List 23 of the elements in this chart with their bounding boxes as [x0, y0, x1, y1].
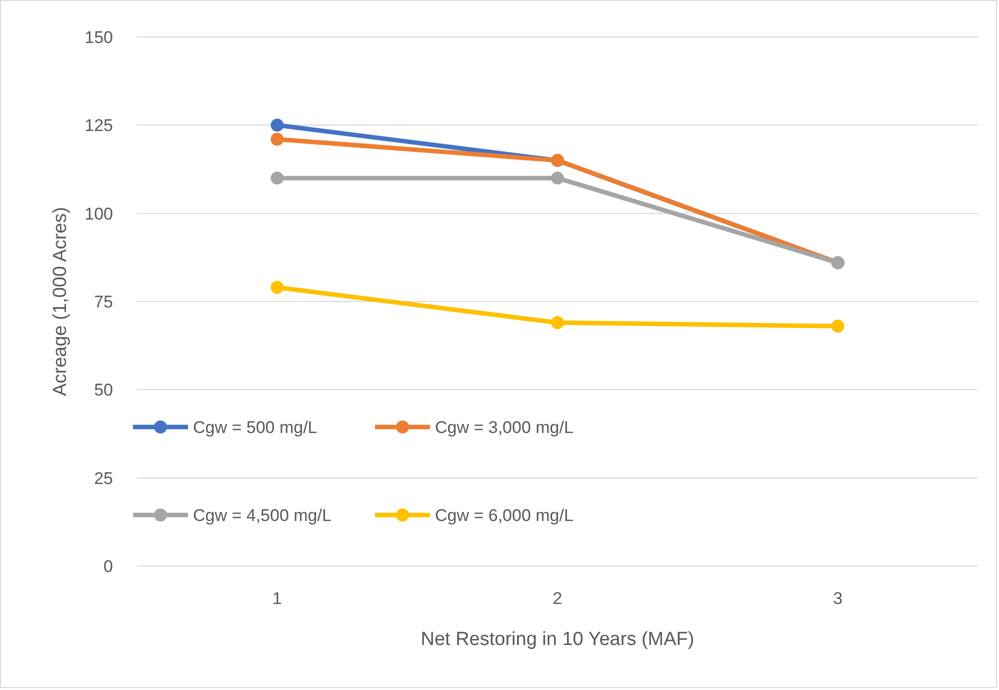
legend-label: Cgw = 6,000 mg/L — [435, 506, 574, 525]
point — [270, 172, 284, 185]
x-axis-title: Net Restoring in 10 Years (MAF) — [420, 629, 694, 650]
y-tick-label: 75 — [94, 292, 113, 312]
legend-label: Cgw = 4,500 mg/L — [193, 506, 332, 525]
x-tick-label: 1 — [272, 589, 282, 608]
point — [270, 132, 284, 146]
legend-label: Cgw = 500 mg/L — [193, 418, 318, 437]
point — [270, 118, 284, 132]
y-tick-label: 0 — [104, 556, 113, 576]
y-axis-title: Acreage (1,000 Acres) — [50, 206, 71, 396]
point — [831, 320, 844, 333]
y-tick-label: 50 — [94, 380, 113, 400]
point — [270, 280, 284, 294]
point — [551, 172, 564, 185]
x-tick-label: 2 — [552, 589, 562, 608]
point — [551, 316, 564, 330]
y-tick-label: 25 — [94, 468, 113, 488]
y-tick-label: 150 — [84, 28, 113, 47]
x-tick-label: 3 — [833, 589, 843, 608]
y-tick-label: 125 — [84, 116, 113, 136]
legend-label: Cgw = 3,000 mg/L — [435, 418, 574, 437]
y-tick-label: 100 — [84, 204, 113, 224]
